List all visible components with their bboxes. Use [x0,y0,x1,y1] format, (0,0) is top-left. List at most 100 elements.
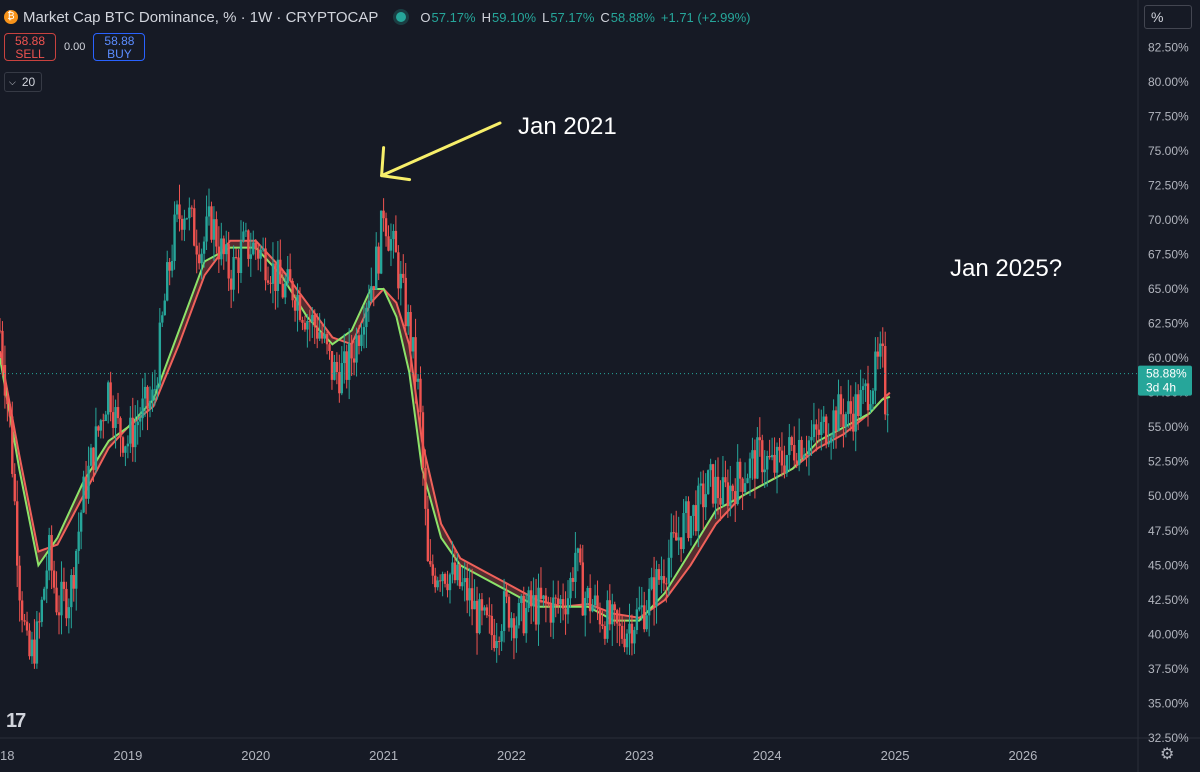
candle-body [197,254,201,264]
candle-body [802,454,806,459]
candle-body [377,246,380,274]
candle-body [338,372,341,394]
candle-body [384,218,388,237]
candle-body [751,450,754,459]
candle-body [463,578,466,583]
candle-body [256,249,260,259]
candle-body [138,418,142,422]
candle-body [665,583,668,585]
candle-body [424,467,427,509]
candle-body [190,207,193,209]
candle-body [156,385,159,390]
candle-body [635,609,639,631]
candle-body [102,420,105,422]
candle-body [35,621,39,664]
candle-body [692,505,695,516]
candle-body [264,248,267,281]
candle-body [510,618,513,628]
candle-body [829,437,833,443]
y-tick-label: 40.00% [1148,627,1189,641]
candle-body [229,278,233,290]
candle-body [884,346,887,415]
candle-body [325,334,329,345]
candle-body [475,600,479,634]
candle-body [709,464,712,471]
x-tick-label: 2019 [113,748,142,763]
candle-body [129,417,132,444]
candle-body [675,532,678,541]
candle-body [502,591,506,632]
candle-body [210,206,213,240]
y-axis[interactable]: 32.50% 35.00% 37.50% 40.00% 42.50% 45.00% 47.5… [1148,40,1189,745]
candle-body [874,351,877,391]
y-tick-label: 52.50% [1148,455,1189,469]
candle-body [807,440,811,455]
candle-body [288,269,292,281]
sell-button[interactable]: 58.88 SELL [4,33,56,61]
candle-body [429,561,432,565]
candle-body [839,394,843,415]
candle-body [879,343,882,357]
candle-body [704,494,707,508]
candle-body [411,337,415,352]
indicator-toggle[interactable]: ⌵ 20 [4,72,43,92]
close-value: 58.88% [610,9,655,25]
candle-body [301,319,304,323]
candle-body [886,414,889,416]
candle-body [458,564,462,587]
candle-body [576,548,580,553]
candle-body [795,460,798,465]
candle-body [43,588,46,600]
y-tick-label: 65.00% [1148,282,1189,296]
candle-body [625,633,629,648]
candle-body [837,394,840,432]
candle-body [28,630,31,657]
candle-body [136,421,139,426]
candle-body [106,382,110,415]
candle-body [657,569,661,580]
gear-icon[interactable]: ⚙ [1160,746,1175,763]
y-tick-label: 47.50% [1148,524,1189,538]
candle-body [559,599,562,605]
candle-body [185,218,189,220]
symbol-title[interactable]: Market Cap BTC Dominance, % · 1W · CRYPT… [23,8,379,26]
x-tick-label: 2024 [753,748,782,763]
candle-body [670,532,673,558]
candle-body [426,508,430,562]
candle-body [660,576,663,580]
candle-body [77,531,80,551]
candle-body [810,437,813,441]
candle-body [864,383,867,387]
y-tick-label: 55.00% [1148,420,1189,434]
open-label: O [420,9,431,25]
candle-body [335,361,339,373]
y-tick-label: 50.00% [1148,489,1189,503]
candle-body [438,580,442,582]
candle-body [689,515,693,539]
candle-body [293,300,297,311]
candle-body [451,562,454,575]
candle-body [765,455,769,470]
candle-body [677,537,680,541]
candles [0,184,889,669]
candle-body [195,245,198,255]
candle-body [724,477,727,483]
candle-body [706,470,710,495]
market-status-icon [396,12,407,22]
candle-body [409,312,412,352]
candle-body [525,608,528,634]
candle-body [716,476,720,499]
percent-scale-button[interactable]: % [1144,5,1192,29]
candle-body [743,483,747,492]
candle-body [372,286,375,290]
x-axis[interactable]: 2018 2019 2020 2021 2022 2023 2024 2025 2026 [0,748,1037,763]
candle-body [448,574,452,591]
candle-body [652,577,656,607]
candle-body [817,429,821,435]
candle-body [382,210,385,219]
annotations: Jan 2021 Jan 2025? [380,113,1062,282]
x-tick-label: 2021 [369,748,398,763]
candle-body [249,254,253,259]
buy-button[interactable]: 58.88 BUY [93,33,146,61]
